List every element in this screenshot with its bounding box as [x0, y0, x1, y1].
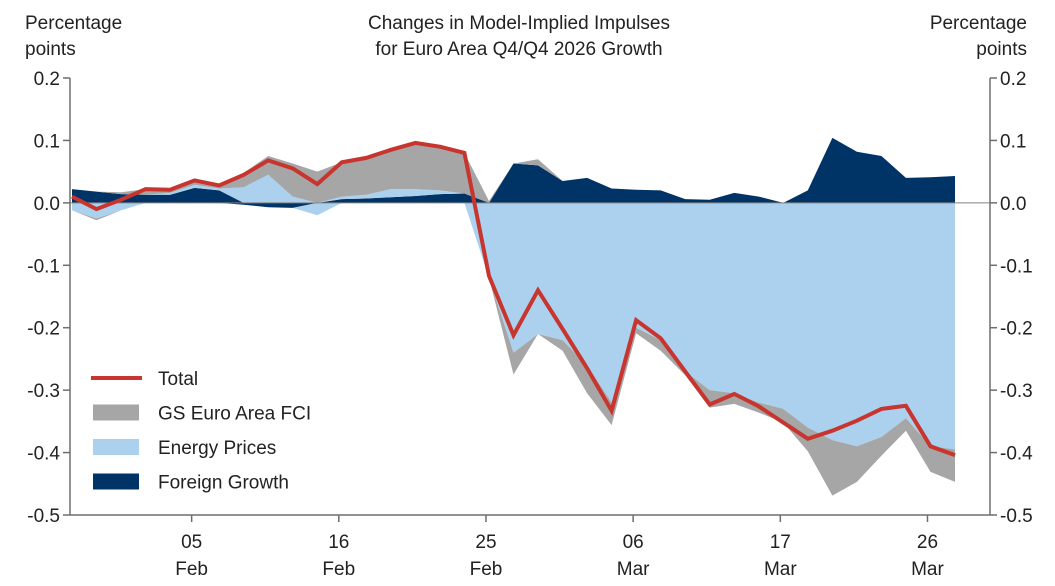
right-y-tick-label: 0.0 — [1000, 194, 1026, 215]
left-y-tick-label: 0.0 — [34, 194, 60, 215]
legend-label-gs-euro-area-fci: GS Euro Area FCI — [158, 404, 311, 425]
x-tick-label-month: Mar — [764, 559, 797, 580]
area-gs-euro-area-fci-negative — [72, 202, 955, 496]
stacked-areas — [72, 137, 955, 496]
left-y-tick-label: -0.2 — [27, 319, 60, 340]
right-y-tick-label: 0.1 — [1000, 131, 1026, 152]
axes: 0.2 0.1 0.0 -0.1 -0.2 -0.3 -0.4 -0.5 0.2 0.1 0.0 -… — [27, 69, 1033, 580]
right-y-ticks: 0.2 0.1 0.0 -0.1 -0.2 -0.3 -0.4 -0.5 — [990, 69, 1033, 527]
left-y-tick-label: 0.1 — [34, 131, 60, 152]
x-tick-label-month: Feb — [322, 559, 355, 580]
right-axis-label-line1: Percentage — [930, 13, 1027, 34]
x-tick-label-day: 25 — [475, 532, 496, 553]
left-y-tick-label: -0.5 — [27, 506, 60, 527]
left-y-tick-label: -0.3 — [27, 381, 60, 402]
chart-title-line2: for Euro Area Q4/Q4 2026 Growth — [375, 39, 662, 60]
x-tick-label-day: 05 — [181, 532, 202, 553]
chart-title-line1: Changes in Model-Implied Impulses — [368, 13, 670, 34]
total-line — [71, 140, 956, 457]
legend-swatch-gs-euro-area-fci — [93, 404, 139, 421]
legend-swatch-foreign-growth — [93, 473, 139, 490]
right-y-tick-label: 0.2 — [1000, 69, 1026, 90]
legend: Total GS Euro Area FCI Energy Prices Foreig… — [91, 369, 311, 494]
area-energy-prices-negative — [72, 202, 955, 450]
x-tick-label-day: 06 — [623, 532, 644, 553]
right-y-tick-label: -0.1 — [1000, 256, 1033, 277]
x-tick-label-month: Mar — [911, 559, 944, 580]
x-tick-label-month: Feb — [175, 559, 208, 580]
area-gs-euro-area-fci-positive — [72, 137, 955, 203]
x-tick-label-month: Mar — [617, 559, 650, 580]
left-axis-label-line2: points — [25, 39, 76, 60]
x-tick-label-day: 26 — [917, 532, 938, 553]
left-axis-label-line1: Percentage — [25, 13, 122, 34]
right-y-tick-label: -0.4 — [1000, 444, 1033, 465]
left-y-tick-label: -0.1 — [27, 256, 60, 277]
right-y-tick-label: -0.2 — [1000, 319, 1033, 340]
left-y-tick-label: 0.2 — [34, 69, 60, 90]
legend-label-energy-prices: Energy Prices — [158, 438, 276, 459]
right-axis-label-line2: points — [976, 39, 1027, 60]
left-y-tick-label: -0.4 — [27, 444, 60, 465]
left-y-ticks: 0.2 0.1 0.0 -0.1 -0.2 -0.3 -0.4 -0.5 — [27, 69, 70, 527]
area-foreign-growth-positive — [72, 137, 955, 203]
right-y-tick-label: -0.3 — [1000, 381, 1033, 402]
legend-label-total: Total — [158, 369, 198, 390]
area-foreign-growth-negative — [72, 202, 955, 208]
x-tick-label-day: 17 — [770, 532, 791, 553]
x-tick-label-day: 16 — [328, 532, 349, 553]
x-ticks: 05 Feb 16 Feb 25 Feb 06 Mar 17 Mar 26 Mar — [175, 515, 944, 580]
right-y-tick-label: -0.5 — [1000, 506, 1033, 527]
legend-label-foreign-growth: Foreign Growth — [158, 473, 289, 494]
legend-swatch-energy-prices — [93, 439, 139, 455]
x-tick-label-month: Feb — [470, 559, 503, 580]
